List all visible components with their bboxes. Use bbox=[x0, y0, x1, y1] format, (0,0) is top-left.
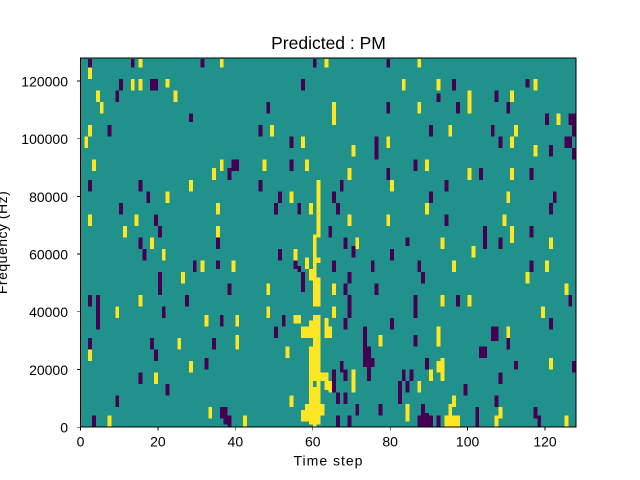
svg-text:0: 0 bbox=[77, 434, 85, 450]
svg-text:Predicted : PM: Predicted : PM bbox=[271, 33, 386, 53]
svg-text:0: 0 bbox=[60, 420, 68, 436]
svg-text:40: 40 bbox=[228, 434, 244, 450]
svg-text:60000: 60000 bbox=[29, 246, 68, 262]
svg-text:100000: 100000 bbox=[21, 131, 68, 147]
svg-text:60: 60 bbox=[305, 434, 321, 450]
svg-text:20000: 20000 bbox=[29, 362, 68, 378]
svg-text:80000: 80000 bbox=[29, 189, 68, 205]
svg-text:40000: 40000 bbox=[29, 304, 68, 320]
svg-text:20: 20 bbox=[150, 434, 166, 450]
svg-text:80: 80 bbox=[382, 434, 398, 450]
svg-text:100: 100 bbox=[456, 434, 480, 450]
svg-text:Frequency (Hz): Frequency (Hz) bbox=[0, 191, 10, 294]
svg-text:120000: 120000 bbox=[21, 73, 68, 89]
svg-text:120: 120 bbox=[533, 434, 557, 450]
svg-text:Time step: Time step bbox=[294, 453, 364, 469]
